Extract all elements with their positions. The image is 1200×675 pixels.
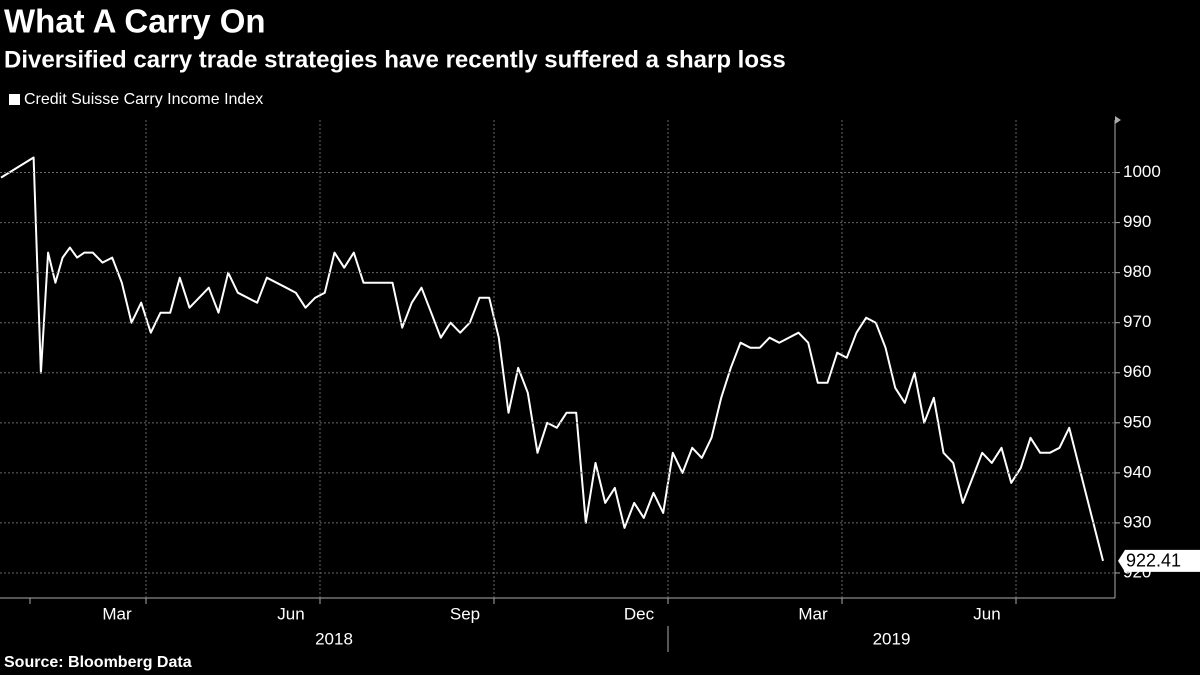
x-tick-label: Jun <box>277 604 304 623</box>
legend-swatch <box>9 94 20 105</box>
y-tick-label: 960 <box>1123 362 1151 381</box>
chart-title: What A Carry On <box>4 3 266 40</box>
x-tick-label: Dec <box>624 604 655 623</box>
year-label: 2019 <box>873 629 911 648</box>
x-tick-label: Jun <box>973 604 1000 623</box>
plot-area <box>0 156 1104 562</box>
x-tick-label: Mar <box>102 604 132 623</box>
x-tick-label: Mar <box>798 604 828 623</box>
y-tick-label: 1000 <box>1123 162 1161 181</box>
y-tick-label: 970 <box>1123 312 1151 331</box>
legend-label: Credit Suisse Carry Income Index <box>24 91 263 108</box>
year-label: 2018 <box>315 629 353 648</box>
y-tick-label: 990 <box>1123 212 1151 231</box>
y-tick-label: 940 <box>1123 462 1151 481</box>
last-value-label: 922.41 <box>1126 551 1181 571</box>
x-tick-label: Sep <box>450 604 480 623</box>
chart-subtitle: Diversified carry trade strategies have … <box>4 46 786 73</box>
y-tick-label: 930 <box>1123 512 1151 531</box>
y-tick-label: 980 <box>1123 262 1151 281</box>
y-tick-label: 950 <box>1123 412 1151 431</box>
series-line <box>0 156 1104 562</box>
last-value-box <box>1118 549 1200 572</box>
source: Source: Bloomberg Data <box>4 654 192 671</box>
y-axis-arrow <box>1115 116 1121 124</box>
